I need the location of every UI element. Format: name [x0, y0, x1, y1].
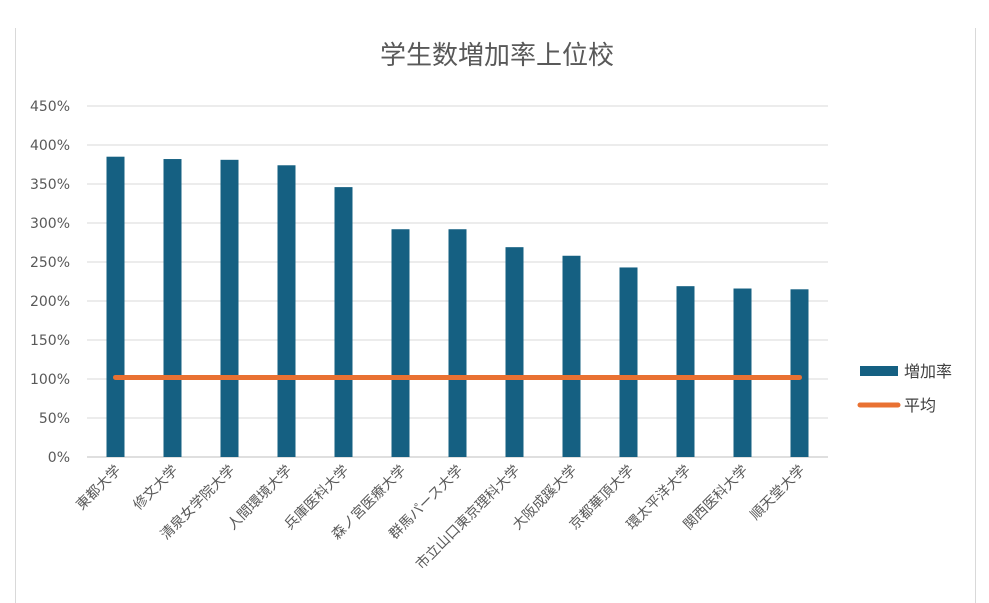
legend: 増加率 平均: [857, 362, 952, 415]
legend-label-bar: 増加率: [904, 362, 952, 381]
y-tick-label: 200%: [30, 294, 70, 310]
bar: [163, 159, 182, 458]
chart-title: 学生数増加率上位校: [380, 41, 614, 71]
y-tick-label: 150%: [30, 333, 70, 349]
y-tick-label: 350%: [30, 177, 70, 193]
x-tick-label: 順天堂大学: [748, 463, 809, 524]
bar: [733, 288, 752, 457]
bar: [277, 165, 296, 457]
bar: [505, 247, 524, 457]
y-tick-label: 400%: [30, 138, 70, 154]
x-axis-ticks: 東都大学 修文大学清泉女学院大学人間環境大学兵庫医科大学森ノ宮医療大学群馬パース大…: [73, 462, 808, 573]
legend-swatch-bar: [860, 366, 898, 376]
bar: [619, 267, 638, 457]
chart-frame-left-edge: [15, 28, 16, 603]
y-tick-label: 50%: [39, 411, 70, 427]
bar: [676, 286, 695, 457]
y-tick-label: 300%: [30, 216, 70, 232]
y-tick-label: 450%: [30, 99, 70, 115]
bar-series: [106, 156, 809, 458]
legend-label-line: 平均: [904, 396, 936, 415]
bar: [391, 229, 410, 457]
y-axis-ticks: 0% 50% 100% 150% 200% 250% 300% 350% 400% 450%: [30, 99, 70, 466]
bar: [334, 187, 353, 457]
y-tick-label: 250%: [30, 255, 70, 271]
y-tick-label: 0%: [48, 450, 70, 466]
bar: [562, 255, 581, 457]
chart-frame-right-edge: [975, 28, 976, 603]
x-tick-label: 市立山口東京理科大学: [412, 462, 523, 573]
bar: [220, 159, 239, 457]
bar: [106, 156, 125, 457]
bar: [790, 289, 809, 457]
y-tick-label: 100%: [30, 372, 70, 388]
bar: [448, 229, 467, 457]
x-tick-label: 修文大学: [130, 463, 181, 514]
x-tick-label: 東都大学: [73, 463, 124, 514]
